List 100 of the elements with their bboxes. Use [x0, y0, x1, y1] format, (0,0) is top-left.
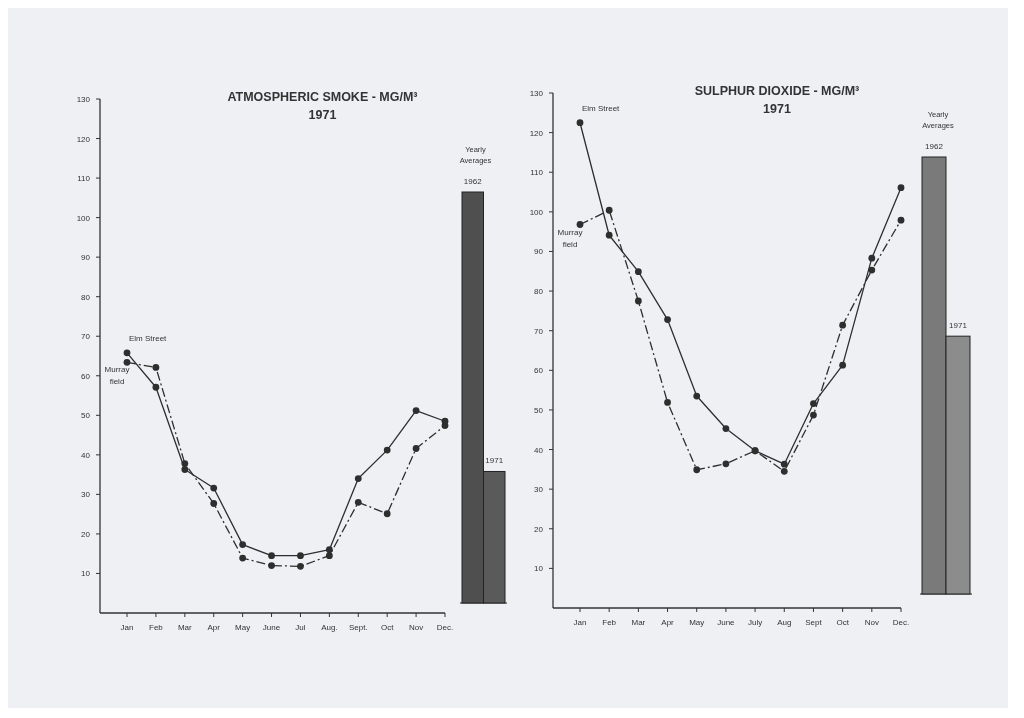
- point: [839, 361, 847, 369]
- x-tick-label: Aug: [777, 618, 792, 627]
- y-tick-label: 80: [534, 287, 544, 297]
- point: [268, 562, 275, 569]
- y-tick-label: 70: [81, 332, 91, 342]
- point: [780, 460, 788, 468]
- point: [722, 425, 730, 432]
- point: [605, 206, 613, 214]
- y-tick-label: 10: [534, 564, 544, 574]
- point: [693, 392, 701, 400]
- x-tick-label: May: [689, 618, 705, 627]
- point: [897, 184, 905, 192]
- point: [634, 297, 642, 305]
- y-tick-label: 80: [81, 292, 91, 302]
- point: [239, 554, 247, 562]
- point: [897, 216, 905, 224]
- point: [152, 383, 160, 391]
- x-tick-label: Oct: [380, 623, 395, 632]
- x-tick-label: Jan: [573, 618, 587, 627]
- x-tick-label: June: [717, 618, 736, 627]
- x-tick-label: May: [235, 623, 251, 632]
- series-label: Murray field: [557, 227, 583, 249]
- y-tick-label: 40: [534, 445, 544, 455]
- point: [576, 221, 584, 228]
- x-tick-label: June: [262, 623, 281, 632]
- point: [325, 546, 333, 554]
- y-tick-label: 50: [534, 405, 544, 415]
- text: 1971: [308, 108, 337, 122]
- point: [297, 562, 304, 570]
- y-tick-label: 60: [81, 371, 91, 381]
- point: [605, 231, 613, 239]
- y-tick-label: 110: [77, 174, 91, 184]
- x-tick-label: Sept: [805, 618, 823, 627]
- point: [664, 316, 671, 323]
- point: [181, 460, 189, 467]
- y-tick-label: 100: [529, 207, 544, 217]
- y-tick-label: 20: [534, 524, 544, 534]
- point: [780, 467, 788, 475]
- y-tick-label: 30: [81, 490, 91, 500]
- y-tick-label: 130: [76, 95, 91, 104]
- point: [268, 552, 275, 560]
- x-tick-label: Mar: [631, 618, 646, 627]
- point: [383, 446, 391, 454]
- x-tick-label: 1962: [925, 142, 944, 151]
- text: 1971: [763, 102, 791, 116]
- x-tick-label: Dec.: [892, 618, 910, 627]
- x-tick-label: Nov: [408, 623, 424, 632]
- y-tick-label: 70: [534, 326, 544, 336]
- point: [123, 358, 131, 366]
- y-tick-label: 110: [530, 168, 544, 178]
- point: [722, 460, 730, 468]
- x-tick-label: Feb: [602, 618, 617, 627]
- point: [354, 498, 362, 506]
- x-tick-label: Dec.: [436, 623, 454, 632]
- point: [412, 407, 420, 414]
- x-tick-label: July: [747, 618, 763, 627]
- point: [664, 399, 671, 406]
- point: [441, 422, 449, 429]
- y-tick-label: 60: [534, 366, 544, 376]
- point: [210, 484, 218, 492]
- point: [297, 552, 304, 560]
- x-tick-label: 1962: [463, 177, 483, 186]
- chart-title: SULPHUR DIOXIDE - MG/M³: [694, 84, 860, 98]
- x-tick-label: Feb: [149, 623, 164, 632]
- x-tick-label: Apr: [207, 623, 221, 632]
- y-tick-label: 100: [76, 213, 91, 223]
- point: [810, 400, 817, 407]
- y-tick-label: 120: [529, 128, 544, 138]
- point: [693, 466, 701, 474]
- series-label: Elm Street: [582, 103, 621, 113]
- point: [868, 254, 876, 262]
- point: [412, 445, 420, 452]
- x-tick-label: Oct: [836, 618, 850, 627]
- x-tick-label: Jan: [120, 623, 134, 632]
- x-tick-label: Sept.: [348, 623, 368, 632]
- y-tick-label: 90: [534, 247, 544, 257]
- point: [576, 119, 584, 127]
- point: [383, 510, 391, 518]
- point: [868, 266, 876, 274]
- point: [634, 268, 642, 276]
- series-label: Elm Street: [129, 333, 168, 343]
- point: [181, 466, 189, 473]
- y-tick-label: 120: [76, 134, 91, 144]
- y-tick-label: 30: [534, 485, 544, 495]
- y-tick-label: 50: [81, 411, 91, 421]
- point: [354, 475, 362, 482]
- y-tick-label: 90: [81, 253, 91, 263]
- x-tick-label: Jul: [295, 623, 306, 632]
- point: [325, 552, 333, 560]
- point: [123, 349, 131, 357]
- x-tick-label: Apr: [661, 618, 675, 627]
- x-tick-label: Mar: [177, 623, 193, 632]
- series-label: Murray field: [104, 365, 130, 387]
- chart-title: ATMOSPHERIC SMOKE - MG/M³: [227, 90, 418, 104]
- y-tick-label: 40: [81, 450, 91, 460]
- point: [210, 500, 218, 507]
- point: [839, 321, 847, 329]
- y-tick-label: 130: [529, 89, 544, 98]
- y-tick-label: 20: [81, 529, 91, 539]
- x-tick-label: Nov: [864, 618, 879, 627]
